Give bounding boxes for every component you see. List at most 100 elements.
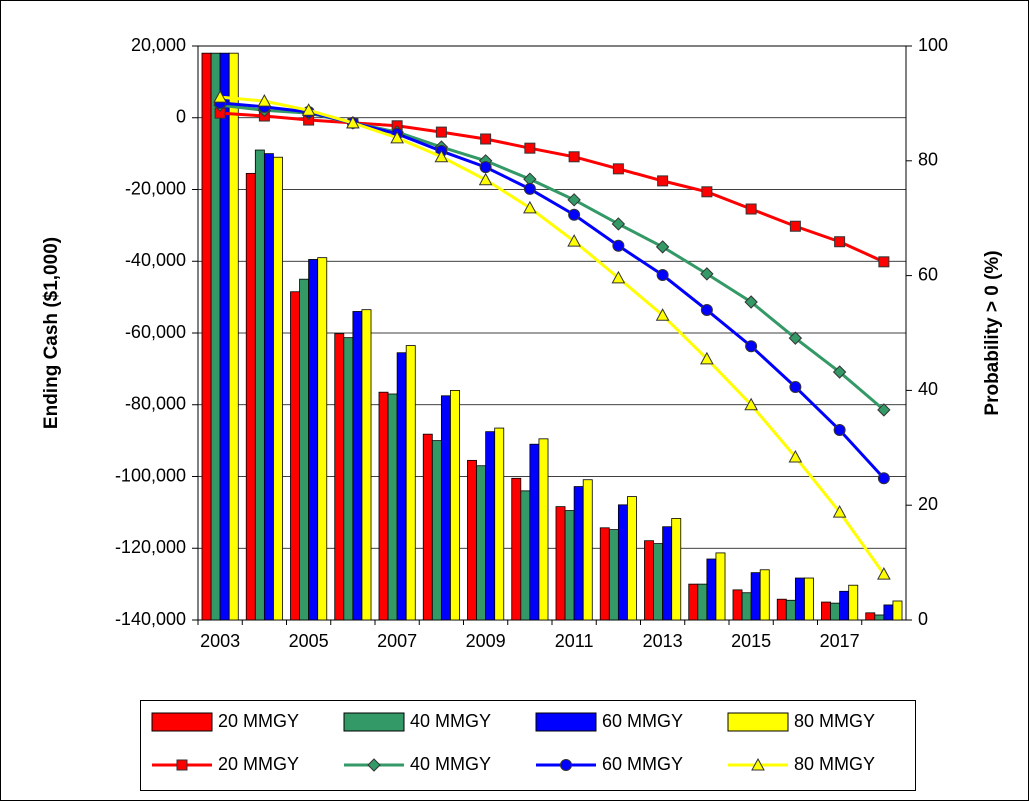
line-marker <box>745 340 758 353</box>
y-tick-label: -40,000 <box>125 250 186 270</box>
legend-marker <box>751 757 765 771</box>
line <box>220 111 885 264</box>
bar <box>662 526 673 621</box>
bar <box>476 465 487 621</box>
y-tick-label: 20,000 <box>131 35 186 55</box>
bar <box>653 543 664 621</box>
bar <box>715 552 726 621</box>
bar <box>582 479 593 621</box>
bar <box>785 599 796 621</box>
line-marker <box>701 186 713 198</box>
x-tick-label: 2005 <box>289 631 329 651</box>
bar <box>352 311 363 621</box>
line-marker <box>568 208 581 221</box>
bar <box>494 427 505 621</box>
bar <box>732 589 743 621</box>
line-marker <box>434 149 449 163</box>
bar <box>378 391 389 621</box>
bar <box>599 527 610 621</box>
bar <box>387 393 398 621</box>
bar <box>830 602 841 621</box>
line-marker <box>435 126 447 138</box>
legend-swatch <box>727 712 789 732</box>
line-marker <box>832 365 847 379</box>
line-marker <box>213 90 227 103</box>
line-marker <box>744 295 758 309</box>
x-tick-label: 2007 <box>377 631 417 651</box>
y2-tick-label: 100 <box>918 35 948 55</box>
bar <box>697 583 708 621</box>
legend-label: 60 MMGY <box>602 711 683 731</box>
legend-label: 40 MMGY <box>410 711 491 731</box>
line-marker <box>700 351 714 365</box>
line-marker <box>833 424 846 437</box>
bar <box>759 569 770 621</box>
line-marker <box>390 130 404 144</box>
line-marker <box>567 234 581 247</box>
legend-swatch <box>151 712 213 732</box>
line-marker <box>877 472 890 485</box>
line-marker <box>700 267 714 281</box>
line-marker <box>480 133 492 145</box>
x-tick-label: 2015 <box>731 631 771 651</box>
line-marker <box>523 200 537 214</box>
legend-label: 40 MMGY <box>410 754 491 774</box>
bar <box>617 504 628 621</box>
bar <box>450 389 460 621</box>
line-marker <box>655 240 670 254</box>
bar <box>254 149 265 621</box>
bar <box>874 614 885 621</box>
line-marker <box>257 94 272 107</box>
bar <box>422 433 433 621</box>
bar <box>706 558 717 621</box>
bar <box>573 486 584 621</box>
line-marker <box>789 220 801 232</box>
bar <box>431 440 442 621</box>
bar <box>627 496 637 621</box>
line-marker <box>655 308 670 321</box>
bar <box>848 584 859 621</box>
bar <box>245 172 256 621</box>
bar <box>750 572 761 621</box>
line <box>219 95 886 575</box>
line-marker <box>611 270 626 284</box>
bar <box>263 153 274 621</box>
legend-label: 80 MMGY <box>794 754 875 774</box>
y-tick-label: -100,000 <box>115 465 186 485</box>
bar <box>821 601 831 621</box>
line-marker <box>788 331 803 345</box>
legend-marker <box>560 759 572 771</box>
legend-label: 60 MMGY <box>602 754 683 774</box>
bar <box>671 518 682 621</box>
bar <box>290 291 300 621</box>
bar <box>564 510 575 621</box>
legend-swatch <box>343 712 405 732</box>
line-marker <box>877 567 891 580</box>
line-marker <box>524 142 536 154</box>
legend-label: 80 MMGY <box>794 711 875 731</box>
line-marker <box>611 217 626 231</box>
line-marker <box>744 397 758 411</box>
line-marker <box>301 103 316 116</box>
bar <box>644 540 654 621</box>
line-marker <box>788 449 803 463</box>
y2-tick-label: 80 <box>918 150 938 170</box>
bar <box>299 278 310 621</box>
y-tick-label: -80,000 <box>125 394 186 414</box>
y-tick-label: -140,000 <box>115 609 186 629</box>
y-tick-label: -120,000 <box>115 537 186 557</box>
y2-axis-title: Probability > 0 (%) <box>982 250 1003 415</box>
line-marker <box>789 380 802 393</box>
bar <box>741 592 752 621</box>
line-marker <box>478 172 493 186</box>
x-tick-label: 2011 <box>555 631 594 651</box>
line-marker <box>656 269 669 282</box>
bar <box>608 529 619 621</box>
bar <box>334 333 345 621</box>
line-marker <box>878 256 890 268</box>
bar <box>396 352 407 621</box>
legend-marker <box>176 759 188 771</box>
